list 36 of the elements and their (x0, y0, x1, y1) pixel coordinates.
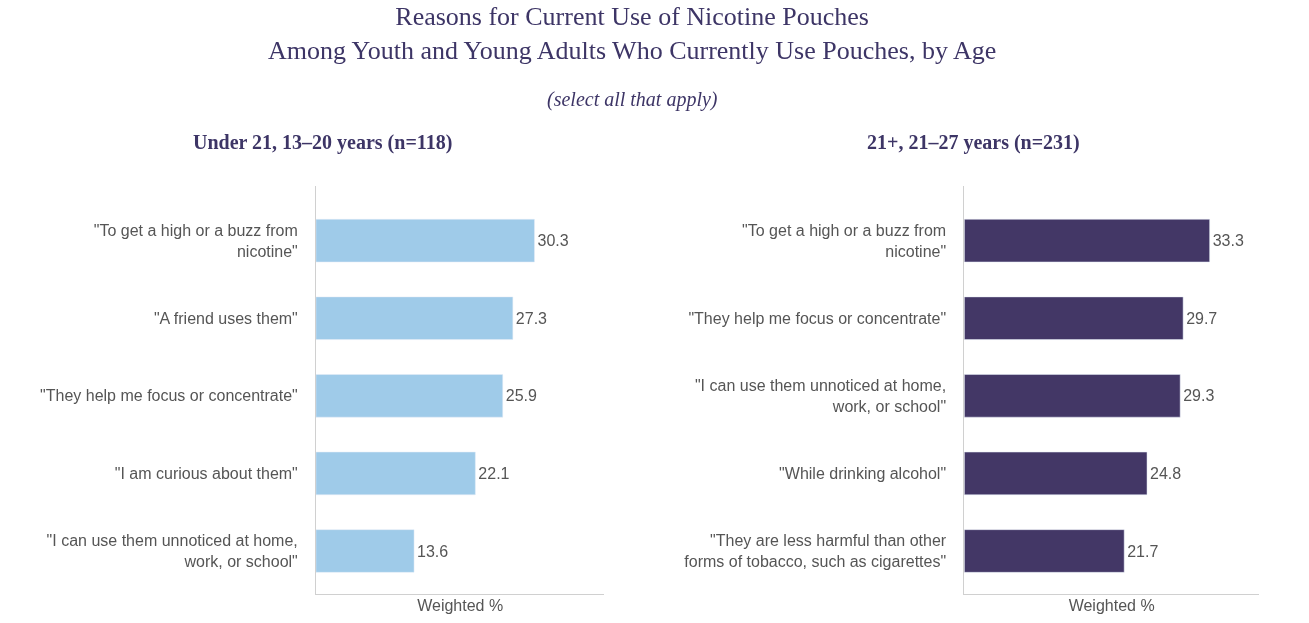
y-tick-label: "I am curious about them" (114, 465, 298, 483)
data-label: 22.1 (478, 464, 510, 482)
bar (315, 296, 514, 340)
chart-title: Reasons for Current Use of Nicotine Pouches Among Youth and Young Adults Who Currently Use Pouches, by Age (268, 2, 997, 65)
bar (964, 529, 1125, 573)
chart-subtitle: (select all that apply) (547, 88, 718, 111)
bar (315, 451, 476, 495)
data-label: 25.9 (505, 387, 537, 405)
y-tick-label: "I can use them unnoticed at home, work, or school" (694, 377, 947, 415)
data-label: 29.7 (1186, 309, 1218, 327)
bar (964, 219, 1210, 263)
x-axis-title: Weighted % (417, 597, 504, 615)
text: 21+, 21–27 years (n=231) (867, 131, 1080, 154)
data-label: 13.6 (417, 542, 449, 560)
data-label: 21.7 (1127, 542, 1159, 560)
y-tick-label: "They are less harmful than other forms of tobacco, such as cigarettes" (684, 532, 947, 570)
bar (964, 451, 1148, 495)
y-tick-label: "They help me focus or concentrate" (40, 387, 298, 405)
bar (315, 529, 415, 573)
y-tick-label: "They help me focus or concentrate" (688, 309, 947, 327)
data-label: 33.3 (1212, 232, 1244, 250)
data-label: 27.3 (515, 309, 548, 327)
text: Under 21, 13–20 years (n=118) (193, 131, 453, 154)
bar (315, 374, 503, 418)
bar (315, 219, 535, 263)
data-label: 30.3 (537, 232, 569, 250)
bar (964, 374, 1181, 418)
y-tick-label: "To get a high or a buzz from nicotine" (93, 221, 298, 260)
data-label: 29.3 (1183, 387, 1215, 405)
y-tick-label: "A friend uses them" (153, 309, 298, 327)
y-tick-label: "To get a high or a buzz from nicotine" (742, 221, 947, 260)
y-tick-label: "I can use them unnoticed at home, work, or school" (46, 532, 298, 570)
y-tick-label: "While drinking alcohol" (779, 465, 947, 483)
bar (964, 296, 1184, 340)
x-axis-title: Weighted % (1068, 597, 1155, 615)
data-label: 24.8 (1150, 464, 1182, 482)
